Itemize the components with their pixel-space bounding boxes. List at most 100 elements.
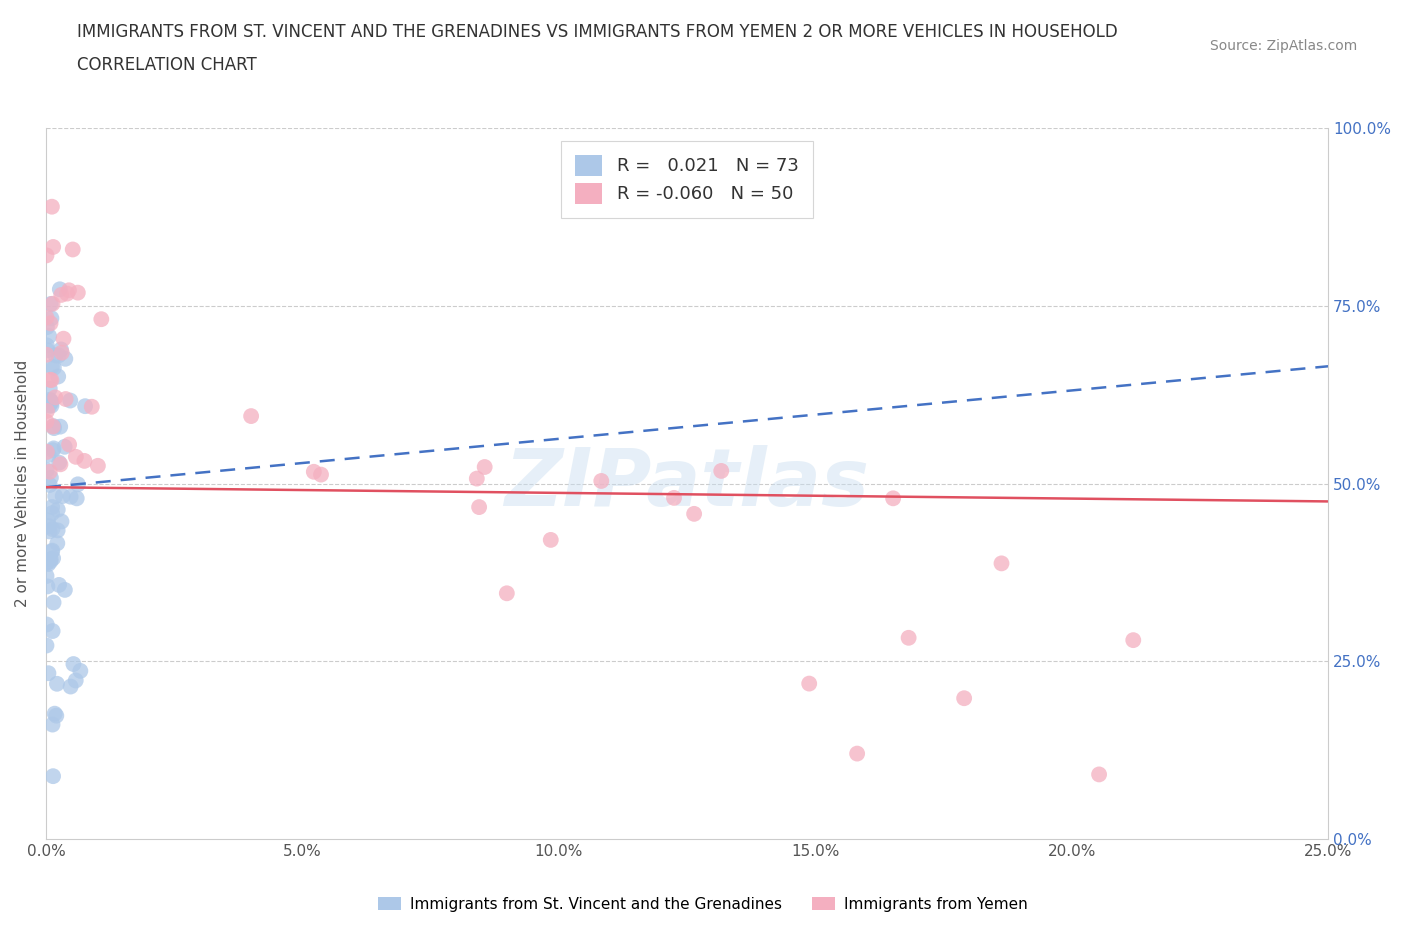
Point <box>662 490 685 505</box>
Point <box>48 348 70 363</box>
Point <box>35 414 58 429</box>
Point <box>42 769 65 784</box>
Point <box>41 199 63 214</box>
Point <box>591 473 613 488</box>
Point <box>87 458 110 473</box>
Point <box>41 297 63 312</box>
Point <box>39 316 62 331</box>
Point <box>44 706 66 721</box>
Point <box>69 663 91 678</box>
Point <box>65 449 87 464</box>
Point <box>37 513 59 528</box>
Point <box>44 348 66 363</box>
Point <box>53 352 76 366</box>
Point <box>35 617 58 631</box>
Point <box>540 533 562 548</box>
Point <box>35 404 58 418</box>
Point <box>799 676 821 691</box>
Point <box>1088 767 1111 782</box>
Point <box>309 467 332 482</box>
Point <box>52 331 75 346</box>
Point <box>35 445 58 459</box>
Point <box>35 338 58 352</box>
Point <box>710 463 733 478</box>
Point <box>39 297 62 312</box>
Y-axis label: 2 or more Vehicles in Household: 2 or more Vehicles in Household <box>15 360 30 607</box>
Point <box>41 373 63 388</box>
Point <box>66 491 89 506</box>
Point <box>53 439 76 454</box>
Point <box>35 638 58 653</box>
Point <box>46 502 69 517</box>
Point <box>41 543 63 558</box>
Point <box>48 455 70 470</box>
Point <box>42 420 65 435</box>
Point <box>42 441 65 456</box>
Point <box>38 524 60 538</box>
Point <box>897 631 920 645</box>
Text: CORRELATION CHART: CORRELATION CHART <box>77 56 257 73</box>
Point <box>846 746 869 761</box>
Point <box>41 395 63 410</box>
Point <box>51 514 73 529</box>
Point <box>35 310 58 325</box>
Point <box>41 624 63 639</box>
Point <box>49 282 72 297</box>
Point <box>59 393 82 408</box>
Point <box>1122 632 1144 647</box>
Point <box>59 489 82 504</box>
Point <box>46 676 69 691</box>
Point <box>53 582 76 597</box>
Point <box>41 522 63 537</box>
Point <box>35 568 58 583</box>
Point <box>66 477 89 492</box>
Point <box>38 381 60 396</box>
Point <box>35 248 58 263</box>
Point <box>39 551 62 566</box>
Point <box>56 286 79 301</box>
Point <box>302 464 325 479</box>
Point <box>465 472 488 486</box>
Point <box>73 454 96 469</box>
Point <box>38 519 60 534</box>
Legend: R =   0.021   N = 73, R = -0.060   N = 50: R = 0.021 N = 73, R = -0.060 N = 50 <box>561 140 813 219</box>
Point <box>41 717 63 732</box>
Point <box>58 437 80 452</box>
Point <box>990 556 1012 571</box>
Point <box>38 478 60 493</box>
Point <box>48 578 70 592</box>
Point <box>37 343 59 358</box>
Point <box>44 489 66 504</box>
Point <box>41 311 63 325</box>
Point <box>42 361 65 376</box>
Text: Source: ZipAtlas.com: Source: ZipAtlas.com <box>1209 39 1357 53</box>
Point <box>41 544 63 559</box>
Point <box>35 347 58 362</box>
Point <box>46 536 69 551</box>
Point <box>38 398 60 413</box>
Point <box>953 691 976 706</box>
Point <box>37 557 59 572</box>
Point <box>37 579 59 594</box>
Point <box>41 499 63 514</box>
Point <box>62 242 84 257</box>
Point <box>44 390 66 405</box>
Point <box>51 345 73 360</box>
Point <box>42 551 65 565</box>
Point <box>468 499 491 514</box>
Point <box>62 657 84 671</box>
Point <box>38 392 60 407</box>
Text: IMMIGRANTS FROM ST. VINCENT AND THE GRENADINES VS IMMIGRANTS FROM YEMEN 2 OR MOR: IMMIGRANTS FROM ST. VINCENT AND THE GREN… <box>77 23 1118 41</box>
Point <box>474 459 496 474</box>
Point <box>38 447 60 462</box>
Point <box>882 491 904 506</box>
Point <box>41 359 63 374</box>
Point <box>35 555 58 570</box>
Point <box>49 419 72 434</box>
Point <box>49 342 72 357</box>
Point <box>42 443 65 458</box>
Point <box>38 328 60 343</box>
Point <box>35 463 58 478</box>
Point <box>39 471 62 485</box>
Point <box>41 506 63 521</box>
